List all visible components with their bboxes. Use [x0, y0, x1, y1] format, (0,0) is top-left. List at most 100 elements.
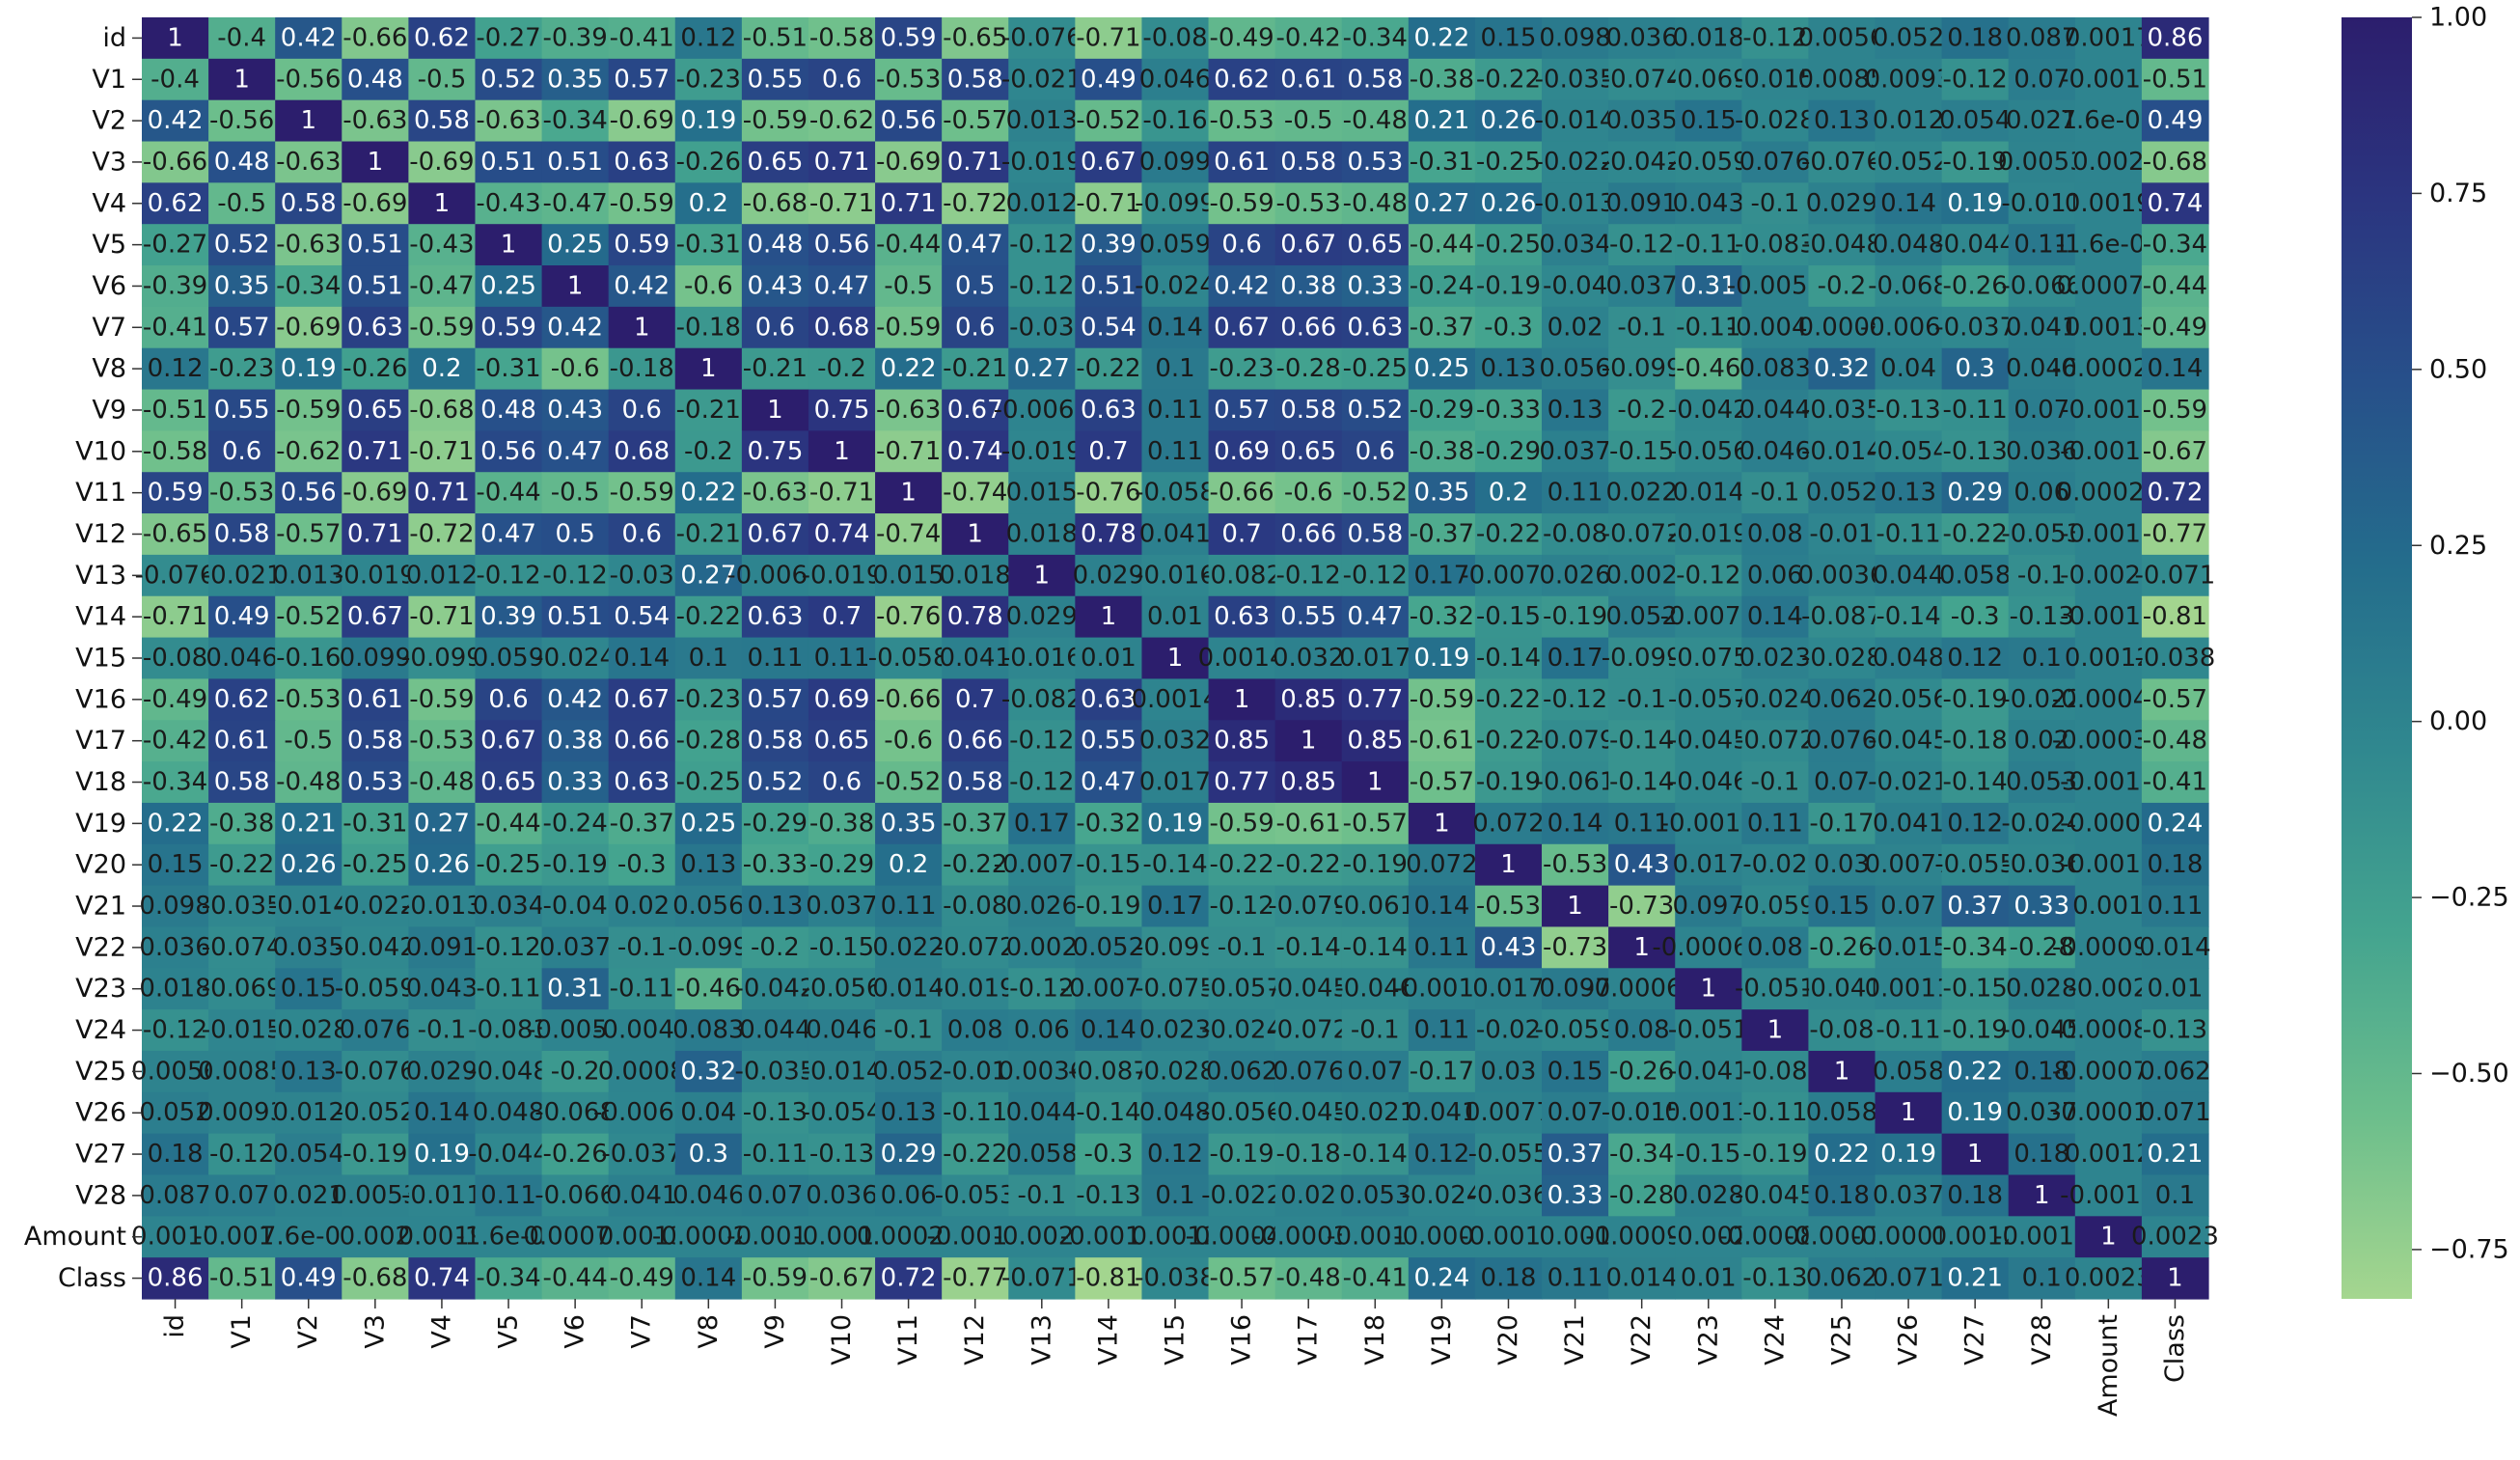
cell-value-label: 0.15	[1548, 1057, 1603, 1086]
heatmap-cell	[1808, 802, 1876, 845]
heatmap-cell	[208, 306, 276, 349]
heatmap-cell	[1408, 224, 1476, 266]
heatmap-cell	[1341, 678, 1410, 721]
cell-value-label: 0.071	[2139, 1098, 2210, 1127]
heatmap-cell	[1341, 968, 1410, 1010]
heatmap-cell	[875, 17, 943, 60]
cell-value-label: 0.58	[947, 768, 1003, 797]
heatmap-cell	[674, 554, 743, 597]
cell-value-label: 0.08	[1747, 519, 1803, 548]
heatmap-cell	[142, 926, 209, 969]
cell-value-label: 0.63	[614, 768, 670, 797]
heatmap-cell	[1474, 182, 1543, 225]
cell-value-label: 0.15	[281, 975, 337, 1004]
heatmap-cell	[808, 430, 876, 473]
heatmap-cell	[1875, 968, 1943, 1010]
heatmap-cell	[2141, 637, 2209, 680]
cell-value-label: 0.1	[2022, 1264, 2062, 1293]
cell-value-label: -0.4	[217, 23, 266, 52]
heatmap-cell	[408, 224, 477, 266]
cell-value-label: 1	[1034, 561, 1051, 590]
cell-value-label: -0.11	[743, 1140, 808, 1169]
heatmap-cell	[1608, 17, 1676, 60]
cell-value-label: 0.018	[139, 975, 210, 1004]
cell-value-label: -0.2	[817, 354, 866, 383]
heatmap-cell	[2008, 595, 2076, 639]
cell-value-label: -0.1	[2017, 561, 2067, 590]
cell-value-label: 0.11	[1147, 396, 1203, 425]
cell-value-label: 0.0056	[131, 1057, 219, 1086]
heatmap-cell	[1208, 802, 1276, 845]
colorbar-gradient	[2342, 17, 2412, 1299]
heatmap-cell	[142, 637, 209, 680]
heatmap-cell	[275, 595, 342, 639]
heatmap-cell	[1741, 926, 1810, 969]
heatmap-cell	[1208, 99, 1276, 143]
heatmap-cell	[1608, 720, 1676, 762]
cell-value-label: -0.056	[1668, 437, 1749, 466]
heatmap-cell	[1075, 595, 1143, 639]
heatmap-cell	[275, 637, 342, 680]
cell-value-label: -0.059	[335, 975, 416, 1004]
heatmap-cell	[808, 347, 876, 391]
cell-value-label: 0.032	[1273, 644, 1344, 673]
cell-value-label: -0.0073	[994, 850, 1090, 879]
cell-value-label: -0.11	[1943, 396, 2008, 425]
cell-value-label: -0.12	[209, 1140, 274, 1169]
heatmap-cell	[1341, 472, 1410, 514]
cell-value-label: 0.036	[806, 1181, 877, 1210]
cell-value-label: -0.0014	[2060, 850, 2156, 879]
heatmap-cell	[475, 513, 543, 556]
cell-value-label: 0.041	[1873, 809, 1944, 838]
heatmap-cell	[408, 885, 477, 928]
cell-value-label: -0.68	[409, 396, 474, 425]
heatmap-cell	[808, 17, 876, 60]
heatmap-cell	[808, 678, 876, 721]
cell-value-label: 0.58	[1347, 519, 1403, 548]
heatmap-cell	[1274, 761, 1343, 804]
cell-value-label: 0.11	[480, 1181, 536, 1210]
heatmap-cell	[1075, 182, 1143, 225]
cell-value-label: -0.43	[476, 189, 540, 218]
heatmap-cell	[2074, 554, 2143, 597]
cell-value-label: -0.014	[268, 892, 349, 921]
heatmap-cell	[541, 224, 610, 266]
cell-value-label: 0.14	[1147, 313, 1203, 342]
cell-value-label: -0.22	[943, 1140, 1007, 1169]
heatmap-cell	[142, 513, 209, 556]
cell-value-label: -0.69	[342, 479, 407, 508]
heatmap-cell	[1875, 99, 1943, 143]
heatmap-cell	[1875, 472, 1943, 514]
cell-value-label: 0.71	[347, 519, 403, 548]
heatmap-cell	[2141, 926, 2209, 969]
cell-value-label: -0.28	[2010, 933, 2074, 962]
heatmap-cell	[1608, 926, 1676, 969]
cell-value-label: 0.044	[1739, 396, 1811, 425]
cell-value-label: 1	[1967, 1140, 1984, 1169]
heatmap-cell	[1675, 637, 1742, 680]
heatmap-cell	[142, 761, 209, 804]
heatmap-cell	[1008, 141, 1076, 183]
cell-value-label: 0.058	[1873, 1057, 1944, 1086]
cell-value-label: 0.24	[1413, 1264, 1469, 1293]
heatmap-cell	[1808, 678, 1876, 721]
heatmap-cell	[1608, 678, 1676, 721]
cell-value-label: -0.61	[1276, 809, 1341, 838]
cell-value-label: -0.036	[1468, 1181, 1549, 1210]
cell-value-label: 0.14	[1747, 602, 1803, 631]
cell-value-label: -0.04	[542, 892, 607, 921]
cell-value-label: 0.74	[814, 519, 870, 548]
cell-value-label: -0.055	[1934, 850, 2015, 879]
cell-value-label: -0.76	[1076, 479, 1140, 508]
cell-value-label: -0.42	[1276, 23, 1341, 52]
cell-value-label: -0.28	[1609, 1181, 1674, 1210]
heatmap-cell	[1675, 17, 1742, 60]
cell-value-label: 0.42	[547, 313, 603, 342]
cell-value-label: 0.19	[1947, 189, 2003, 218]
cell-value-label: -0.31	[1410, 148, 1474, 177]
cell-value-label: 0.19	[1880, 1140, 1936, 1169]
cell-value-label: 0.18	[2148, 850, 2204, 879]
heatmap-cell	[741, 430, 809, 473]
cell-value-label: 1	[434, 189, 451, 218]
cell-value-label: 0.7	[1088, 437, 1128, 466]
